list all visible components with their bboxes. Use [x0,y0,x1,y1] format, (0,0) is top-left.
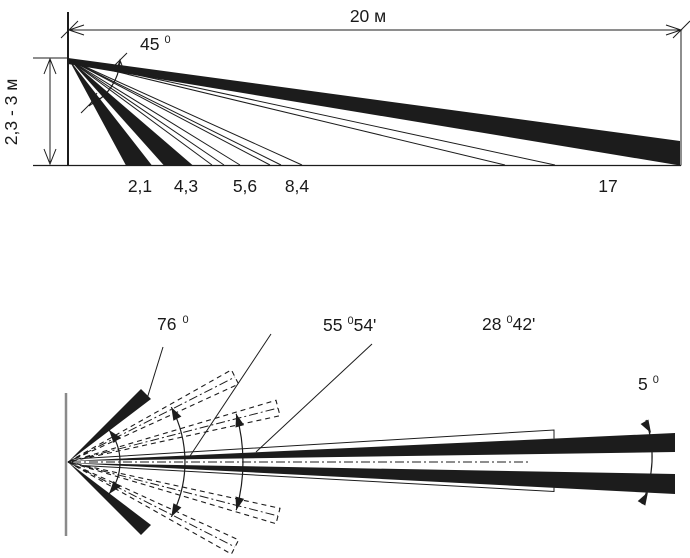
angle-28-arrow-top [235,413,245,428]
dashed-lobe-lower-inner [67,461,281,525]
leader-55 [189,333,272,457]
beam-pair-far [67,59,556,166]
angle-5-arrow-top [640,419,651,433]
angle-76-arrow-bottom [109,481,121,494]
height-dimension-label: 2,3 - 3 м [1,79,21,146]
angle-5-arrow-bottom [637,492,648,506]
angle-76-arrow-top [109,430,121,443]
width-dim-arrow-right [665,20,690,39]
dashed-lobe-upper-outer [67,369,240,463]
height-dim-arrow-top [43,57,57,75]
angle-45-arrow-top [112,52,128,73]
angle-45-arc [91,61,121,105]
central-beam-lower [68,463,675,494]
angle-28-arrow-bottom [235,496,245,511]
beam-envelope-lower [81,465,555,493]
angle-28-label: 28 042' [482,314,535,334]
floor-distance-4-3: 4,3 [174,176,198,196]
floor-distance-8-4: 8,4 [285,176,310,196]
side-lobe-lower [68,462,151,535]
beam-5-6m [67,58,241,166]
angle-45-label: 45 0 [140,34,171,54]
floor-distance-17: 17 [598,176,617,196]
beam-17m [68,58,680,166]
width-dim-arrow-left [60,20,85,39]
beam-8-4m [67,58,303,166]
angle-45-arrow-bottom [80,92,101,114]
width-dimension-label: 20 м [350,6,386,26]
central-beam-upper [68,433,675,461]
angle-55-label: 55 054' [323,315,376,335]
dashed-lobe-lower-outer [67,461,240,555]
side-view-diagram: 20 м 2,3 - 3 м [1,6,690,196]
leader-28 [255,343,373,453]
leader-76 [145,346,164,403]
angle-55-arrow-bottom [171,503,182,517]
beam-4-3m [68,58,193,166]
floor-distance-5-6: 5,6 [233,176,257,196]
angle-55-arc [170,406,186,518]
angle-55-arrow-top [171,407,182,421]
angle-76-label: 76 0 [157,314,189,334]
beam-2-1m [68,58,152,166]
floor-distance-2-1: 2,1 [128,176,152,196]
beam-envelope-upper [81,429,555,459]
height-dim-arrow-bottom [43,148,57,166]
dashed-lobe-upper-inner [67,399,281,463]
side-lobe-upper [68,389,151,462]
